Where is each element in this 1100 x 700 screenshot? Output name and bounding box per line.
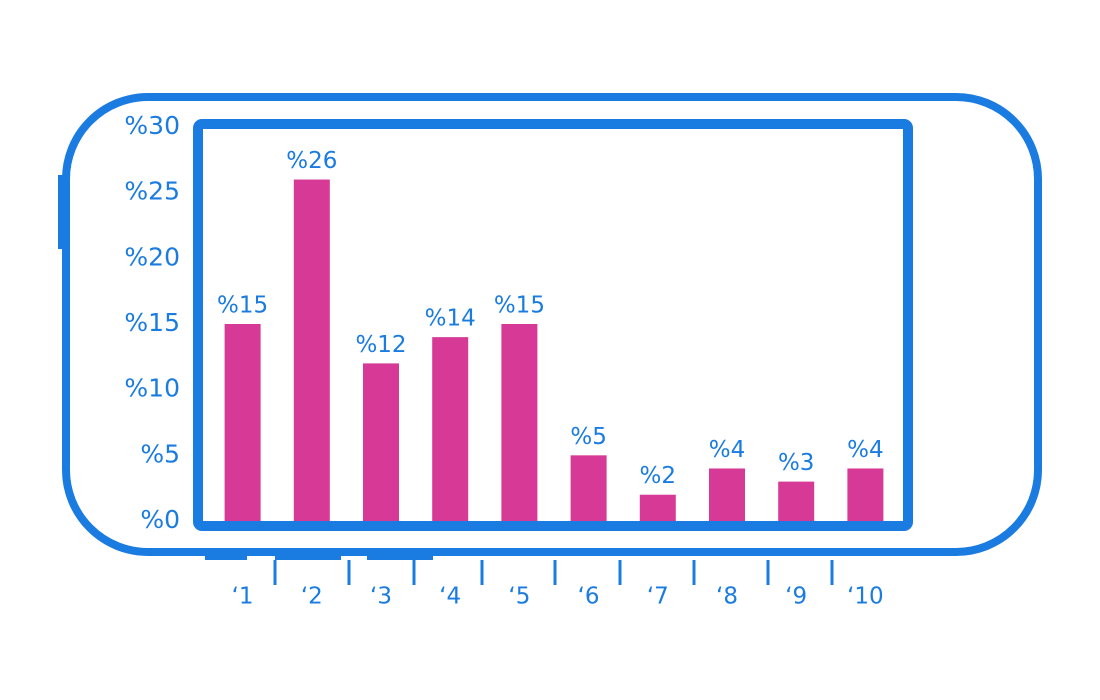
value-label: %3 — [778, 450, 815, 476]
phone-bottom-button — [205, 552, 247, 560]
bar — [432, 337, 469, 521]
bar — [847, 468, 884, 521]
x-tick-label: ‘3 — [370, 584, 392, 610]
bar — [501, 324, 538, 521]
y-tick-label: %30 — [124, 111, 180, 140]
value-label: %4 — [847, 437, 884, 463]
x-tick-label: ‘8 — [716, 584, 738, 610]
y-tick-label: %15 — [124, 308, 180, 337]
y-tick-label: %10 — [124, 374, 180, 403]
x-separators — [273, 560, 834, 585]
bar — [363, 363, 399, 521]
bar — [709, 468, 745, 521]
value-label: %4 — [709, 437, 746, 463]
x-tick-label: ‘1 — [232, 584, 254, 610]
value-label: %15 — [217, 293, 268, 319]
value-label: %15 — [494, 293, 545, 319]
phone-outline — [62, 93, 1042, 556]
plot-frame — [193, 119, 913, 531]
phone-bottom-button — [367, 552, 433, 560]
value-label: %12 — [355, 332, 406, 358]
x-tick-label: ‘2 — [301, 584, 323, 610]
y-tick-label: %20 — [124, 242, 180, 271]
x-tick-label: ‘9 — [785, 584, 807, 610]
phone-bottom-button — [275, 552, 341, 560]
y-tick-label: %5 — [140, 439, 180, 468]
value-label: %26 — [286, 148, 337, 174]
bar — [224, 324, 261, 521]
y-tick-label: %0 — [140, 505, 180, 534]
bar — [778, 481, 815, 521]
value-label: %14 — [425, 306, 476, 332]
bar — [639, 494, 676, 521]
value-label: %2 — [640, 463, 677, 489]
x-tick-label: ‘7 — [647, 584, 669, 610]
y-tick-label: %25 — [124, 177, 180, 206]
x-tick-label: ‘10 — [847, 584, 884, 610]
phone-side-button — [58, 175, 66, 249]
bar — [293, 179, 330, 522]
value-label: %5 — [570, 424, 607, 450]
x-tick-label: ‘6 — [578, 584, 600, 610]
x-tick-label: ‘5 — [508, 584, 530, 610]
bar — [570, 455, 607, 521]
x-tick-label: ‘4 — [439, 584, 461, 610]
